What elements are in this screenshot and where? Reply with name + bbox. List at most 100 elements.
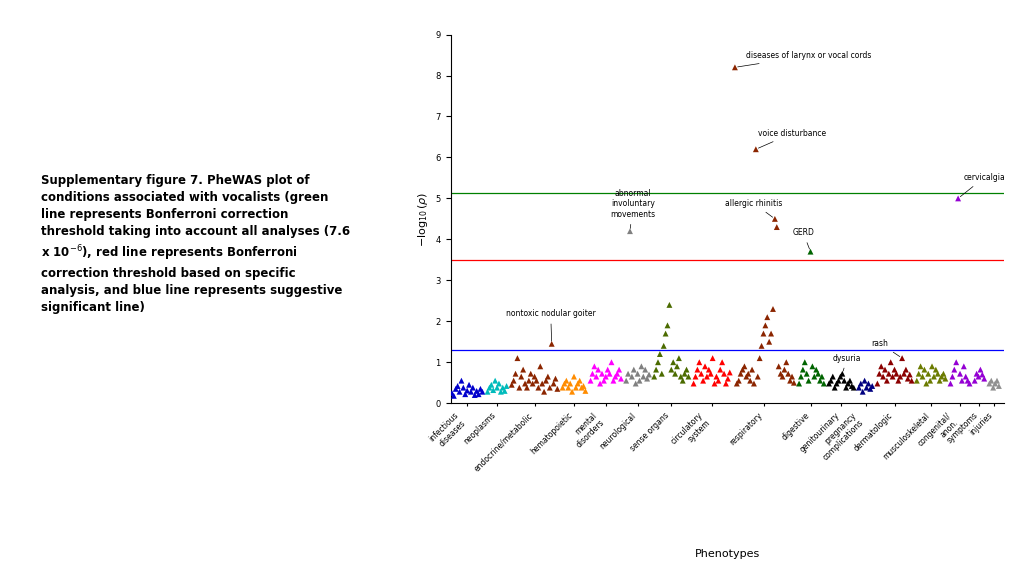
Point	[655, 341, 672, 350]
Point	[971, 372, 987, 381]
Point	[558, 376, 574, 385]
Point	[776, 365, 793, 374]
Point	[560, 383, 577, 392]
Point	[646, 372, 663, 381]
Point	[962, 379, 978, 388]
Point	[687, 372, 703, 381]
Point	[507, 369, 523, 378]
Point	[605, 376, 622, 385]
Point	[767, 214, 783, 223]
Point	[598, 372, 614, 381]
Point	[685, 379, 701, 388]
Point	[756, 329, 772, 338]
Point	[935, 369, 951, 378]
Point	[495, 383, 511, 392]
Point	[858, 383, 874, 392]
Point	[651, 350, 668, 359]
Point	[534, 379, 550, 388]
Point	[750, 372, 766, 381]
Point	[824, 372, 841, 381]
Point	[810, 369, 826, 378]
Point	[983, 376, 999, 385]
Point	[493, 387, 509, 396]
Point	[637, 365, 653, 374]
Point	[950, 194, 967, 203]
Point	[874, 372, 891, 381]
Point	[530, 383, 547, 392]
Point	[729, 379, 745, 388]
Point	[520, 376, 537, 385]
Point	[693, 369, 710, 378]
Point	[759, 313, 775, 322]
Point	[862, 384, 879, 393]
Point	[835, 369, 851, 378]
Point	[959, 376, 976, 385]
Point	[578, 386, 594, 396]
Text: rash: rash	[871, 339, 900, 357]
Point	[910, 369, 927, 378]
Point	[522, 369, 539, 378]
Point	[752, 354, 768, 363]
Point	[515, 365, 531, 374]
Point	[806, 372, 822, 381]
Point	[793, 372, 809, 381]
Point	[714, 358, 730, 367]
Point	[888, 369, 904, 378]
Point	[626, 365, 642, 374]
Text: dysuria: dysuria	[833, 354, 861, 371]
Point	[620, 369, 636, 378]
Point	[842, 376, 858, 385]
Point	[662, 300, 678, 309]
Point	[808, 365, 824, 374]
Point	[924, 362, 940, 371]
Text: abnormal
involuntary
movements: abnormal involuntary movements	[610, 189, 655, 229]
Point	[468, 386, 484, 396]
Point	[459, 386, 475, 395]
Point	[709, 372, 725, 381]
Point	[455, 383, 471, 392]
Point	[485, 385, 502, 395]
Point	[881, 369, 897, 378]
Point	[795, 365, 811, 374]
Point	[969, 369, 985, 378]
Point	[948, 358, 965, 367]
Point	[669, 362, 685, 371]
Point	[594, 369, 610, 378]
Point	[922, 376, 938, 385]
Point	[799, 369, 815, 378]
Point	[763, 329, 779, 338]
Point	[445, 391, 462, 400]
Point	[879, 376, 895, 385]
Point	[821, 379, 838, 388]
Point	[677, 369, 693, 378]
Point	[734, 365, 751, 374]
Text: cervicalgia: cervicalgia	[961, 173, 1006, 196]
Point	[546, 379, 562, 388]
Point	[840, 379, 856, 388]
Point	[696, 362, 713, 371]
Point	[844, 381, 860, 391]
Point	[700, 365, 717, 374]
Point	[573, 383, 590, 392]
Point	[926, 372, 942, 381]
Y-axis label: $-\log_{10}(\rho)$: $-\log_{10}(\rho)$	[416, 191, 430, 247]
Point	[452, 387, 468, 396]
Point	[877, 365, 893, 374]
Point	[757, 321, 773, 330]
Point	[509, 354, 525, 363]
Point	[748, 145, 764, 154]
Point	[900, 374, 916, 383]
Point	[707, 379, 723, 388]
Point	[588, 372, 604, 381]
Point	[689, 365, 706, 374]
Point	[730, 376, 746, 385]
Point	[549, 384, 565, 393]
Point	[592, 379, 608, 388]
Point	[778, 358, 795, 367]
Point	[727, 63, 743, 72]
Point	[450, 381, 466, 391]
Point	[989, 376, 1006, 385]
Point	[833, 372, 849, 381]
Text: allergic rhinitis: allergic rhinitis	[725, 199, 782, 217]
Point	[812, 376, 828, 385]
